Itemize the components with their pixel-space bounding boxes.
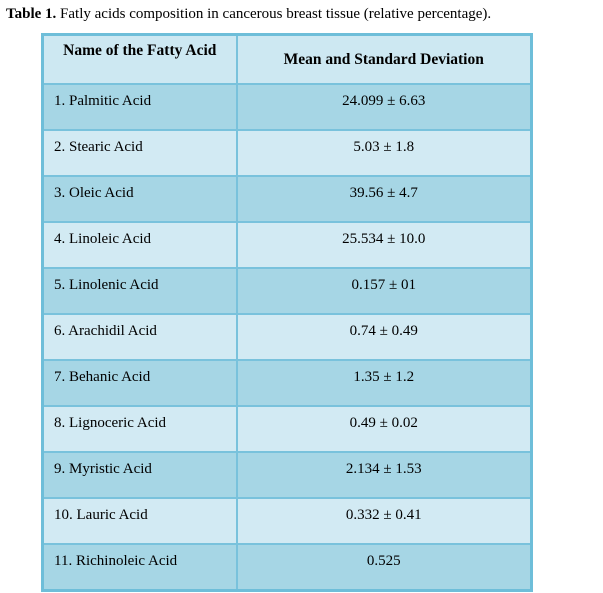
mean-sd-cell: 0.49 ± 0.02 (235, 405, 533, 454)
table-row: 9. Myristic Acid 2.134 ± 1.53 (41, 451, 533, 500)
fatty-acid-name-cell: 4. Linoleic Acid (41, 221, 238, 270)
mean-sd-cell: 25.534 ± 10.0 (235, 221, 533, 270)
table-row: 10. Lauric Acid 0.332 ± 0.41 (41, 497, 533, 546)
mean-sd-cell: 1.35 ± 1.2 (235, 359, 533, 408)
table-caption: Table 1. Fatly acids composition in canc… (6, 5, 597, 24)
fatty-acid-name-cell: 11. Richinoleic Acid (41, 543, 238, 592)
fatty-acid-name-cell: 1. Palmitic Acid (41, 83, 238, 132)
fatty-acid-table: Name of the Fatty Acid Mean and Standard… (41, 32, 533, 592)
table-row: 11. Richinoleic Acid 0.525 (41, 543, 533, 592)
column-header-mean-sd: Mean and Standard Deviation (235, 33, 533, 86)
mean-sd-cell: 39.56 ± 4.7 (235, 175, 533, 224)
fatty-acid-name-cell: 2. Stearic Acid (41, 129, 238, 178)
fatty-acid-name-cell: 9. Myristic Acid (41, 451, 238, 500)
fatty-acid-name-cell: 7. Behanic Acid (41, 359, 238, 408)
table-row: 1. Palmitic Acid 24.099 ± 6.63 (41, 83, 533, 132)
table-caption-text: Fatly acids composition in cancerous bre… (56, 6, 492, 22)
table-caption-label: Table 1. (6, 6, 57, 22)
mean-sd-cell: 0.157 ± 01 (235, 267, 533, 316)
fatty-acid-name-cell: 10. Lauric Acid (41, 497, 238, 546)
table-row: 6. Arachidil Acid 0.74 ± 0.49 (41, 313, 533, 362)
fatty-acid-name-cell: 8. Lignoceric Acid (41, 405, 238, 454)
mean-sd-cell: 2.134 ± 1.53 (235, 451, 533, 500)
table-row: 3. Oleic Acid 39.56 ± 4.7 (41, 175, 533, 224)
fatty-acid-name-cell: 6. Arachidil Acid (41, 313, 238, 362)
table-row: 8. Lignoceric Acid 0.49 ± 0.02 (41, 405, 533, 454)
mean-sd-cell: 5.03 ± 1.8 (235, 129, 533, 178)
fatty-acid-name-cell: 5. Linolenic Acid (41, 267, 238, 316)
mean-sd-cell: 0.525 (235, 543, 533, 592)
table-row: 4. Linoleic Acid 25.534 ± 10.0 (41, 221, 533, 270)
mean-sd-cell: 24.099 ± 6.63 (235, 83, 533, 132)
table-row: 2. Stearic Acid 5.03 ± 1.8 (41, 129, 533, 178)
table-row: 7. Behanic Acid 1.35 ± 1.2 (41, 359, 533, 408)
mean-sd-cell: 0.332 ± 0.41 (235, 497, 533, 546)
header-row: Name of the Fatty Acid Mean and Standard… (41, 33, 533, 86)
fatty-acid-name-cell: 3. Oleic Acid (41, 175, 238, 224)
table-row: 5. Linolenic Acid 0.157 ± 01 (41, 267, 533, 316)
column-header-name: Name of the Fatty Acid (41, 33, 238, 86)
mean-sd-cell: 0.74 ± 0.49 (235, 313, 533, 362)
